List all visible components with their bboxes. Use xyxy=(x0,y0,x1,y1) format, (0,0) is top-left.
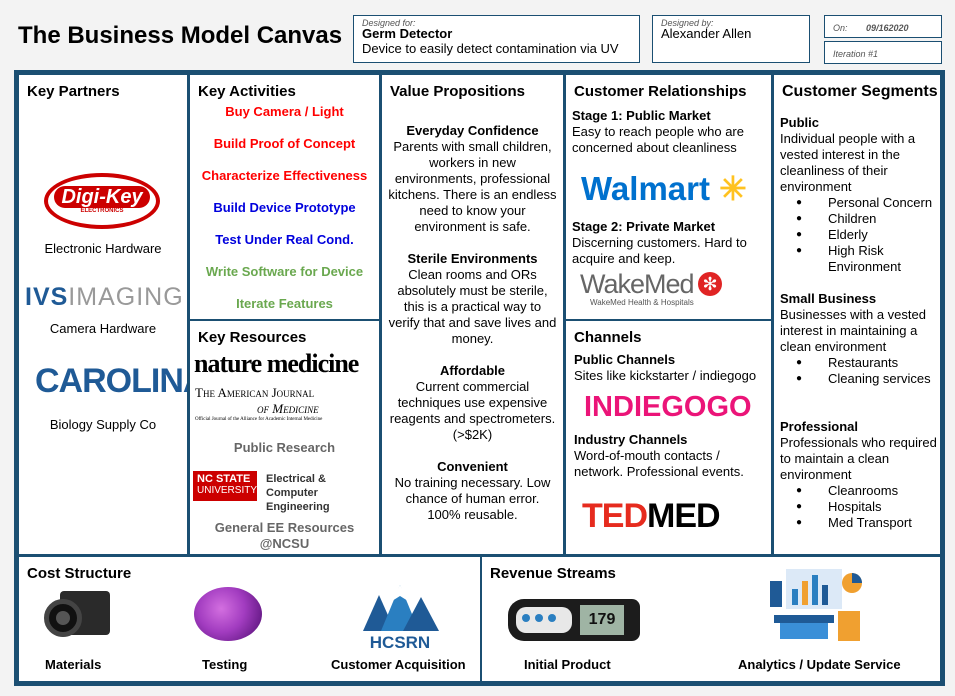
bacteria-culture-image xyxy=(194,587,262,641)
designed-for-label: Designed for: xyxy=(362,18,416,28)
ajm-logo: The American Journal of Medicine Officia… xyxy=(195,385,323,422)
key-activities-heading: Key Activities xyxy=(198,83,296,100)
carolina-logo: CAROLINA xyxy=(35,362,187,400)
partner-electronic-hardware: Electronic Hardware xyxy=(44,241,162,256)
resource-public-research: Public Research xyxy=(233,440,336,455)
spark-icon: ✳ xyxy=(719,170,747,207)
value-propositions-heading: Value Propositions xyxy=(390,83,526,100)
activity-write-software: Write Software for Device xyxy=(205,264,364,279)
designed-for-box: Designed for: Germ Detector Device to ea… xyxy=(353,15,640,63)
key-partners-heading: Key Partners xyxy=(27,83,120,100)
iteration-label: Iteration #1 xyxy=(833,49,879,59)
digikey-logo: Digi-Key ELECTRONICS xyxy=(44,173,160,229)
activity-characterize: Characterize Effectiveness xyxy=(201,168,368,183)
indiegogo-logo: INDIEGOGO xyxy=(584,391,752,423)
date-box: On: 09/162020 xyxy=(824,15,942,38)
activity-build-prototype: Build Device Prototype xyxy=(213,200,356,215)
camera-icon xyxy=(44,587,112,643)
germ-detector-device-image: 179 xyxy=(508,599,640,641)
iteration-box: Iteration #1 xyxy=(824,41,942,64)
revenue-analytics-service: Analytics / Update Service xyxy=(738,657,901,672)
key-resources-section: Key Resources nature medicine The Americ… xyxy=(188,319,381,556)
walmart-logo: Walmart ✳ xyxy=(581,170,747,207)
cost-testing: Testing xyxy=(202,657,248,672)
stage1: Stage 1: Public Market Easy to reach peo… xyxy=(572,108,744,155)
tedmed-logo: TEDMED xyxy=(582,497,721,535)
cost-materials: Materials xyxy=(45,657,102,672)
vp-sterile-environments: Sterile Environments Clean rooms and ORs… xyxy=(388,251,557,346)
list-item: Hospitals xyxy=(780,499,940,515)
list-item: Personal Concern xyxy=(780,195,940,211)
designed-by-label: Designed by: xyxy=(661,18,714,28)
activity-test-real: Test Under Real Cond. xyxy=(215,232,354,247)
svg-text:HCSRN: HCSRN xyxy=(370,633,430,651)
list-item: High Risk Environment xyxy=(780,243,940,275)
list-item: Children xyxy=(780,211,940,227)
key-resources-heading: Key Resources xyxy=(198,329,307,346)
resource-general-ee: General EE Resources @NCSU xyxy=(214,520,355,551)
ece-label: Electrical & Computer Engineering xyxy=(266,473,330,513)
cost-structure-heading: Cost Structure xyxy=(27,565,132,582)
revenue-streams-heading: Revenue Streams xyxy=(490,565,616,582)
customer-segments-section: Customer Segments Public Individual peop… xyxy=(772,73,942,556)
list-item: Cleanrooms xyxy=(780,483,940,499)
wakemed-logo: WakeMed ✻ WakeMed Health & Hospitals xyxy=(580,269,722,307)
channels-section: Channels Public Channels Sites like kick… xyxy=(564,319,773,556)
revenue-streams-section: Revenue Streams 179 Initial Product Anal… xyxy=(480,555,942,683)
ivs-imaging-logo: IVSIMAGING xyxy=(25,283,184,311)
industry-channels: Industry Channels Word-of-mouth contacts… xyxy=(574,432,744,479)
list-item: Cleaning services xyxy=(780,371,940,387)
segment-small-business: Small Business Businesses with a vested … xyxy=(780,291,940,387)
ncstate-logo: NC STATE UNIVERSITY xyxy=(193,471,257,501)
cost-structure-section: Cost Structure HCSRN Materials Testing C… xyxy=(17,555,482,683)
revenue-initial-product: Initial Product xyxy=(524,657,611,672)
page-title: The Business Model Canvas xyxy=(18,22,343,49)
analytics-illustration xyxy=(770,569,862,641)
customer-relationships-section: Customer Relationships Stage 1: Public M… xyxy=(564,73,773,321)
partner-biology-supply: Biology Supply Co xyxy=(49,417,157,432)
key-activities-section: Key Activities Buy Camera / Light Build … xyxy=(188,73,381,321)
customer-relationships-heading: Customer Relationships xyxy=(574,83,747,100)
customer-segments-heading: Customer Segments xyxy=(782,83,938,100)
channels-heading: Channels xyxy=(574,329,642,346)
value-propositions-section: Value Propositions Everyday Confidence P… xyxy=(380,73,565,556)
cost-customer-acquisition: Customer Acquisition xyxy=(331,657,466,672)
segment-public: Public Individual people with a vested i… xyxy=(780,115,940,275)
designed-by-box: Designed by: Alexander Allen xyxy=(652,15,810,63)
stage2: Stage 2: Private Market Discerning custo… xyxy=(572,219,747,266)
key-partners-section: Key Partners Digi-Key ELECTRONICS Electr… xyxy=(17,73,189,556)
vp-affordable: Affordable Current commercial techniques… xyxy=(389,363,556,442)
date-value: 09/162020 xyxy=(865,23,909,33)
vp-convenient: Convenient No training necessary. Low ch… xyxy=(394,459,551,522)
activity-buy-camera: Buy Camera / Light xyxy=(225,104,344,119)
on-label: On: xyxy=(833,23,848,33)
activity-iterate: Iterate Features xyxy=(236,296,333,311)
vp-everyday-confidence: Everyday Confidence Parents with small c… xyxy=(388,123,557,234)
list-item: Restaurants xyxy=(780,355,940,371)
product-name: Germ Detector xyxy=(362,26,453,41)
list-item: Elderly xyxy=(780,227,940,243)
list-item: Med Transport xyxy=(780,515,940,531)
product-description: Device to easily detect contamination vi… xyxy=(362,41,619,56)
partner-camera-hardware: Camera Hardware xyxy=(49,321,157,336)
public-channels: Public Channels Sites like kickstarter /… xyxy=(574,352,757,383)
activity-proof-of-concept: Build Proof of Concept xyxy=(213,136,356,151)
nature-medicine-logo: nature medicine xyxy=(194,349,359,378)
wakemed-flower-icon: ✻ xyxy=(698,272,722,296)
segment-professional: Professional Professionals who required … xyxy=(780,419,940,531)
designer-name: Alexander Allen xyxy=(661,26,752,41)
hcsrn-logo: HCSRN xyxy=(363,585,439,651)
